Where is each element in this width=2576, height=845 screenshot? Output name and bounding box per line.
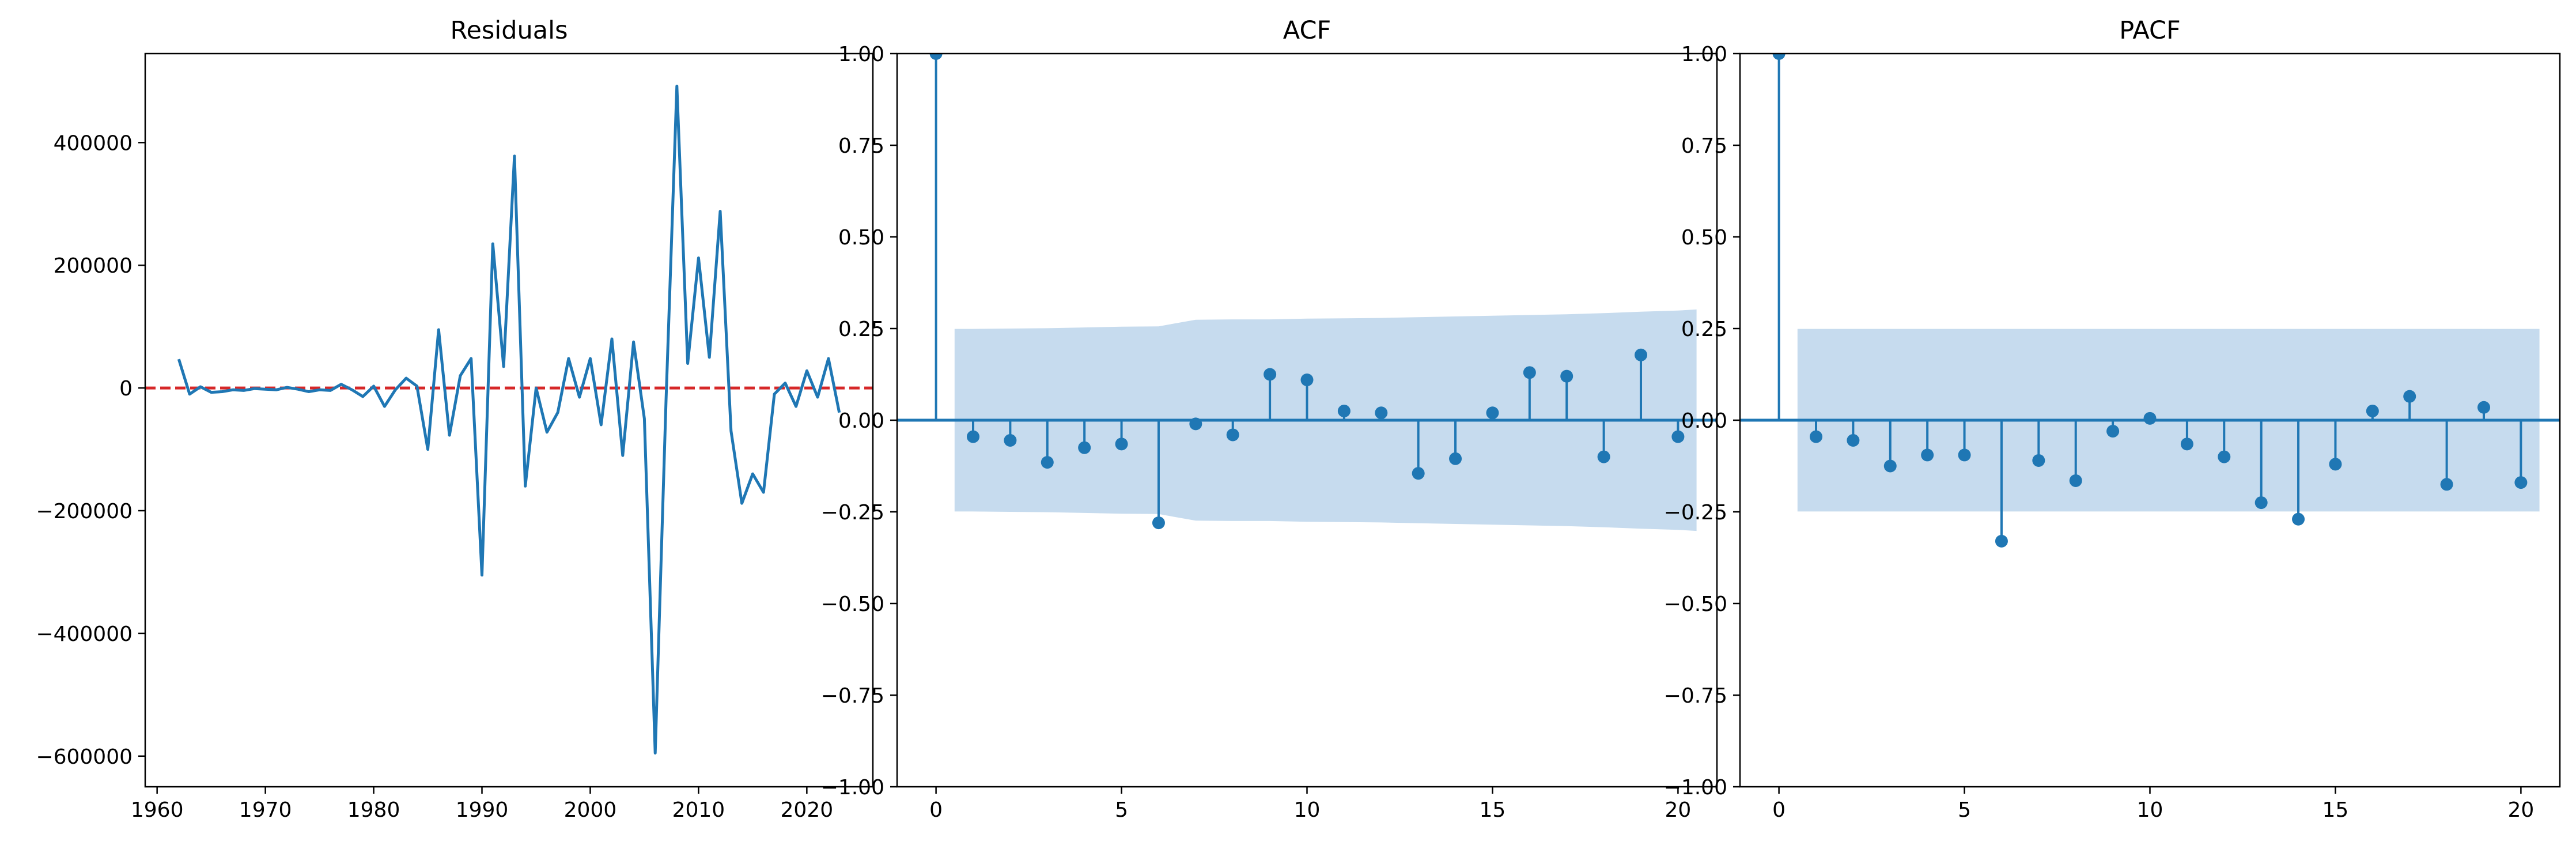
y-tick-label: −1.00: [821, 776, 884, 799]
marker-lag-15: [2329, 458, 2342, 471]
y-tick-label: −0.25: [821, 501, 884, 525]
marker-lag-4: [1921, 448, 1934, 462]
panel-residuals: 1960 1970 1980 1990 2000 2010 2020 −600000 −4000…: [36, 16, 874, 822]
y-tick-label: −200000: [36, 500, 133, 523]
x-tick-label: 2020: [781, 798, 834, 822]
x-tick-label: 20: [2507, 798, 2534, 822]
marker-lag-10: [1300, 374, 1314, 387]
x-tick-label: 1970: [239, 798, 292, 822]
x-tick-label: 15: [2322, 798, 2349, 822]
marker-lag-3: [1883, 459, 1897, 473]
marker-lag-18: [2440, 478, 2453, 491]
y-tick-label: −400000: [36, 623, 133, 646]
x-tick-label: 2000: [564, 798, 617, 822]
y-tick-label: 1.00: [838, 43, 884, 66]
x-tick-label: 5: [1115, 798, 1128, 822]
y-tick-label: 0.00: [1681, 409, 1727, 433]
marker-lag-2: [1847, 433, 1860, 447]
residuals-line: [177, 84, 841, 755]
marker-lag-12: [2218, 450, 2231, 463]
marker-lag-0: [1772, 54, 1786, 60]
marker-lag-8: [2069, 474, 2082, 487]
y-tick-label: −1.00: [1664, 776, 1727, 799]
x-tick-label: 1980: [347, 798, 400, 822]
y-tick-label: 200000: [54, 254, 133, 278]
y-tick-label: −0.50: [821, 593, 884, 616]
y-tick-label: −0.75: [821, 684, 884, 708]
y-tick-label: 1.00: [1681, 43, 1727, 66]
marker-lag-19: [2477, 401, 2491, 414]
marker-lag-7: [1189, 417, 1202, 431]
marker-lag-12: [1375, 406, 1388, 420]
marker-lag-14: [2292, 512, 2305, 526]
x-tick-label: 10: [2137, 798, 2163, 822]
marker-lag-13: [1412, 467, 1425, 480]
marker-lag-5: [1958, 448, 1971, 462]
marker-lag-20: [1671, 430, 1685, 443]
marker-lag-6: [1995, 534, 2008, 548]
marker-lag-0: [929, 54, 943, 60]
marker-lag-18: [1597, 450, 1610, 463]
plot-area: [145, 84, 873, 755]
y-tick-label: 0.50: [838, 226, 884, 250]
y-tick-label: 0.00: [838, 409, 884, 433]
marker-lag-13: [2255, 496, 2268, 510]
panel-acf: 0 5 10 15 20 −1.00 −0.75 −0.50 −0.25 0.00 0.25 0.50…: [821, 16, 1718, 822]
marker-lag-11: [1337, 405, 1351, 418]
axes-frame: [144, 52, 874, 788]
marker-lag-2: [1004, 433, 1017, 447]
marker-lag-17: [2403, 390, 2416, 403]
marker-lag-4: [1078, 441, 1091, 454]
y-tick-label: 0: [119, 377, 133, 401]
marker-lag-10: [2143, 412, 2157, 425]
plot-area: [1740, 54, 2560, 548]
y-tick-label: 0.75: [838, 134, 884, 158]
x-tick-label: 0: [929, 798, 943, 822]
y-tick-label: −0.75: [1664, 684, 1727, 708]
marker-lag-17: [1560, 369, 1573, 383]
marker-lag-7: [2032, 454, 2045, 467]
y-tick-label: −600000: [36, 745, 133, 769]
panel-title: PACF: [2119, 16, 2181, 45]
marker-lag-19: [1635, 348, 1648, 361]
marker-lag-5: [1115, 437, 1128, 451]
marker-lag-16: [1523, 366, 1536, 379]
marker-lag-15: [1486, 406, 1499, 420]
y-tick-label: −0.50: [1664, 593, 1727, 616]
marker-lag-16: [2366, 405, 2379, 418]
marker-lag-3: [1041, 456, 1054, 469]
marker-lag-6: [1152, 516, 1165, 530]
marker-lag-20: [2514, 476, 2528, 489]
x-tick-label: 20: [1665, 798, 1691, 822]
x-tick-label: 5: [1958, 798, 1971, 822]
y-tick-label: −0.25: [1664, 501, 1727, 525]
y-tick-label: 0.25: [1681, 318, 1727, 341]
marker-lag-8: [1226, 428, 1239, 442]
x-tick-label: 15: [1480, 798, 1506, 822]
x-tick-label: 1960: [131, 798, 184, 822]
marker-lag-14: [1449, 452, 1462, 465]
y-tick-label: 400000: [54, 131, 133, 155]
x-tick-label: 1990: [456, 798, 509, 822]
marker-lag-1: [1809, 430, 1822, 443]
plot-area: [897, 54, 1717, 531]
x-tick-label: 0: [1772, 798, 1786, 822]
x-tick-label: 2010: [672, 798, 725, 822]
panel-title: Residuals: [451, 16, 568, 45]
marker-lag-9: [2106, 425, 2120, 438]
marker-lag-9: [1264, 368, 1277, 381]
panel-pacf: 0 5 10 15 20−1.00−0.75−0.50−0.250.000.250.50…: [1664, 16, 2561, 822]
marker-lag-11: [2180, 437, 2193, 451]
y-tick-label: 0.75: [1681, 134, 1727, 158]
y-tick-label: 0.50: [1681, 226, 1727, 250]
y-tick-label: 0.25: [838, 318, 884, 341]
panel-title: ACF: [1283, 16, 1331, 45]
marker-lag-1: [966, 430, 979, 443]
x-tick-label: 10: [1294, 798, 1321, 822]
